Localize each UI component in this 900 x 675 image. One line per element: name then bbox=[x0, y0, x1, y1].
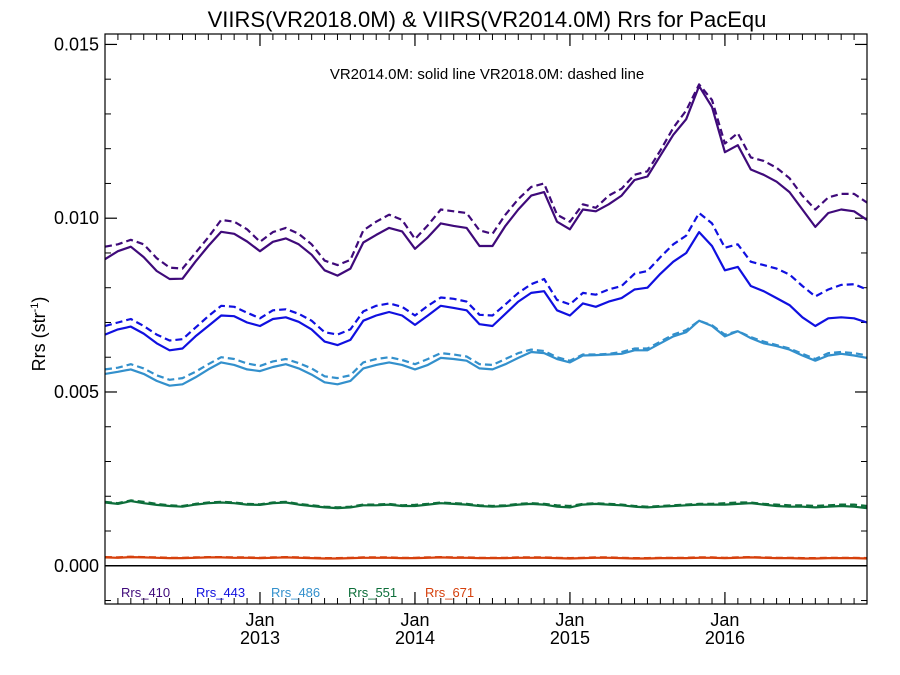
legend-item-rrs-443: Rrs_443 bbox=[196, 585, 245, 600]
series-lines bbox=[104, 83, 868, 560]
y-axis-label-sup: -1 bbox=[29, 303, 41, 313]
x-tick-label-year: 2014 bbox=[395, 628, 435, 648]
y-tick-label: 0.000 bbox=[54, 556, 99, 576]
axes-ticks bbox=[104, 34, 868, 604]
series-rrs-443-solid bbox=[104, 231, 868, 352]
series-rrs-410-solid bbox=[104, 84, 868, 281]
legend-item-rrs-410: Rrs_410 bbox=[121, 585, 170, 600]
x-tick-label-year: 2013 bbox=[240, 628, 280, 648]
series-rrs-551-solid bbox=[104, 500, 868, 510]
y-axis-label: Rrs (str-1) bbox=[29, 297, 49, 372]
x-tick-label-month: Jan bbox=[400, 610, 429, 630]
series-rrs-486-dashed bbox=[104, 319, 868, 381]
x-tick-label-year: 2016 bbox=[705, 628, 745, 648]
series-rrs-443-dashed bbox=[104, 211, 868, 342]
tick-labels: 0.0000.0050.0100.015Jan2013Jan2014Jan201… bbox=[54, 34, 745, 648]
series-rrs-671-solid bbox=[104, 555, 868, 560]
y-axis-label-text: Rrs (str bbox=[29, 312, 49, 371]
chart-title: VIIRS(VR2018.0M) & VIIRS(VR2014.0M) Rrs … bbox=[208, 7, 767, 32]
legend-item-rrs-671: Rrs_671 bbox=[425, 585, 474, 600]
plot-frame bbox=[104, 33, 868, 605]
y-tick-label: 0.010 bbox=[54, 208, 99, 228]
x-tick-label-month: Jan bbox=[245, 610, 274, 630]
y-tick-label: 0.015 bbox=[54, 34, 99, 54]
y-tick-label: 0.005 bbox=[54, 382, 99, 402]
legend-item-rrs-551: Rrs_551 bbox=[348, 585, 397, 600]
legend: Rrs_410 Rrs_443 Rrs_486 Rrs_551 Rrs_671 bbox=[121, 585, 474, 600]
series-rrs-486-solid bbox=[104, 319, 868, 387]
x-tick-label-month: Jan bbox=[555, 610, 584, 630]
x-tick-label-year: 2015 bbox=[550, 628, 590, 648]
x-tick-label-month: Jan bbox=[710, 610, 739, 630]
series-rrs-410-dashed bbox=[104, 83, 868, 270]
line-style-annotation: VR2014.0M: solid line VR2018.0M: dashed … bbox=[330, 66, 644, 83]
y-axis-label-close: ) bbox=[29, 297, 49, 303]
legend-item-rrs-486: Rrs_486 bbox=[271, 585, 320, 600]
